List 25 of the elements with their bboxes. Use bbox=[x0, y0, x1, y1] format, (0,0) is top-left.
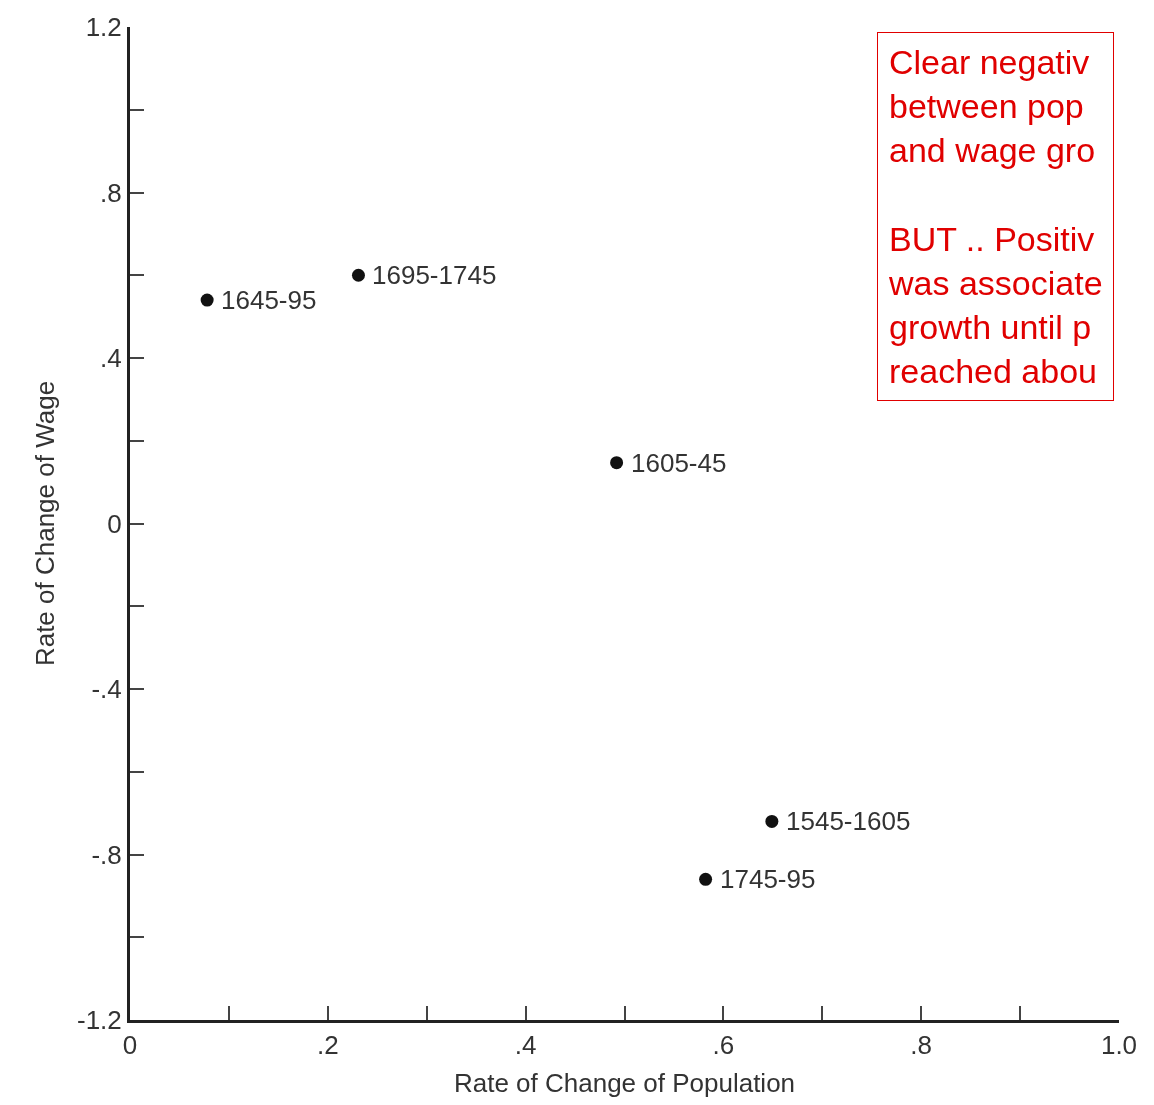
point bbox=[765, 814, 779, 828]
y-axis-title: Rate of Change of Wage bbox=[30, 380, 61, 667]
x-tick-label: .4 bbox=[514, 1030, 537, 1061]
y-tick-label: -1.2 bbox=[76, 1005, 122, 1036]
point bbox=[610, 456, 624, 470]
annotation: 1545-1605 bbox=[786, 806, 911, 836]
point bbox=[200, 293, 214, 307]
text: Clear negativ between pop and wage gro BUT .. Positiv was associate growth until p reached abou bbox=[889, 43, 1103, 391]
point bbox=[699, 872, 713, 886]
y-tick-label: -.4 bbox=[91, 674, 122, 705]
x-axis-title: Rate of Change of Population bbox=[453, 1067, 796, 1098]
y-tick-label: .8 bbox=[100, 177, 122, 208]
x-tick-label: 1.0 bbox=[1100, 1030, 1138, 1061]
annotation: 1695-1745 bbox=[372, 260, 497, 290]
annotation: 1605-45 bbox=[631, 448, 727, 478]
x-tick-label: .6 bbox=[712, 1030, 735, 1061]
annotation: 1745-95 bbox=[720, 864, 816, 894]
y-tick-label: 0 bbox=[107, 508, 122, 539]
annotation: 1645-95 bbox=[221, 285, 317, 315]
y-tick-label: 1.2 bbox=[85, 12, 122, 43]
x-tick-label: .2 bbox=[316, 1030, 339, 1061]
point bbox=[351, 268, 365, 282]
x-tick-label: .8 bbox=[910, 1030, 933, 1061]
y-tick-label: -.8 bbox=[91, 839, 122, 870]
y-tick-label: .4 bbox=[100, 343, 122, 374]
